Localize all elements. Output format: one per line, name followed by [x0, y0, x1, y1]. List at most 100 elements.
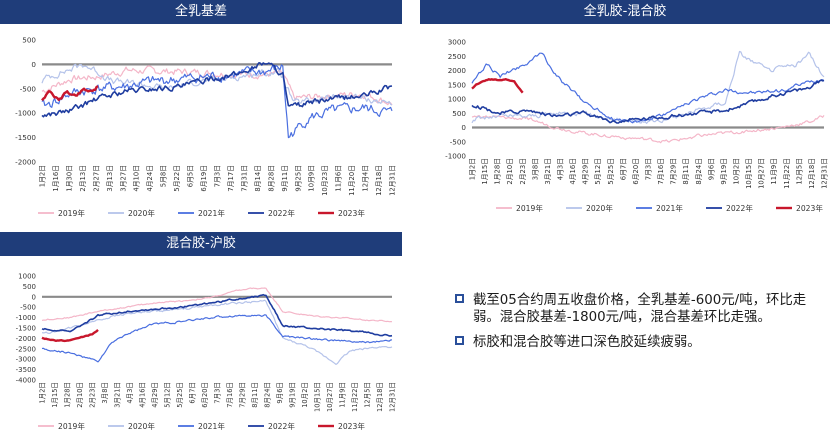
legend-label: 2020年 — [128, 421, 155, 431]
x-tick-label: 12月18日 — [376, 382, 384, 412]
series-line-2022年 — [41, 62, 393, 118]
x-tick-label: 11月6日 — [335, 165, 343, 192]
x-tick-label: 5月25日 — [176, 382, 184, 408]
x-tick-label: 2月23日 — [89, 382, 97, 408]
y-tick-label: 0 — [31, 60, 36, 69]
legend-label: 2022年 — [268, 208, 295, 218]
x-tick-label: 8月24日 — [264, 382, 272, 408]
x-tick-label: 8月24日 — [695, 158, 703, 185]
chart-title: 全乳胶-混合胶 — [420, 0, 830, 24]
x-tick-label: 11月22日 — [351, 382, 359, 412]
x-tick-label: 4月10日 — [133, 165, 141, 192]
x-tick-label: 2月10日 — [506, 158, 514, 185]
x-tick-label: 6月20日 — [201, 382, 209, 408]
legend-label: 2021年 — [198, 421, 225, 431]
x-tick-label: 4月3日 — [126, 382, 134, 404]
legend-label: 2022年 — [726, 203, 753, 213]
legend-label: 2019年 — [516, 203, 543, 213]
legend-label: 2023年 — [338, 421, 365, 431]
x-tick-label: 2月23日 — [519, 158, 527, 185]
y-tick-label: -2500 — [16, 345, 36, 353]
y-tick-label: 2000 — [448, 66, 467, 75]
chart-panel-quanru-basis: 全乳基差 500 0 -500 -1000 -1500 -2000 1月2日 1月16日 1月3… — [0, 0, 402, 228]
x-tick-label: 1月28日 — [494, 158, 502, 185]
x-tick-label: 1月15日 — [51, 382, 59, 408]
series-line-2021年 — [471, 52, 825, 124]
x-tick-label: 10月15日 — [745, 158, 753, 189]
x-tick-label: 8月11日 — [251, 382, 259, 408]
x-tick-label: 8月11日 — [682, 158, 690, 185]
x-tick-label: 11月9日 — [770, 158, 778, 185]
x-tick-label: 7月29日 — [239, 382, 247, 408]
y-tick-label: 3000 — [448, 38, 467, 47]
series-line-2019年 — [471, 114, 825, 144]
x-tick-label: 4月3日 — [557, 158, 565, 180]
x-tick-label: 8月14日 — [254, 165, 262, 192]
y-tick-label: 1500 — [448, 80, 467, 89]
x-tick-label: 5月25日 — [607, 158, 615, 185]
y-tick-label: 500 — [452, 109, 466, 118]
x-tick-label: 1月2日 — [39, 382, 47, 404]
square-bullet-icon — [455, 294, 464, 303]
x-tick-label: 6月7日 — [619, 158, 627, 180]
x-tick-label: 8月28日 — [267, 165, 275, 192]
note-text: 截至05合约周五收盘价格，全乳基差-600元/吨，环比走弱。混合胶基差-1800… — [473, 293, 807, 325]
x-tick-label: 10月2日 — [301, 382, 309, 408]
x-tick-label: 7月29日 — [670, 158, 678, 185]
legend-label: 2023年 — [796, 203, 823, 213]
y-tick-label: -4000 — [16, 377, 36, 385]
x-tick-label: 7月16日 — [657, 158, 665, 185]
y-tick-label: 1000 — [18, 273, 36, 281]
x-tick-label: 9月11日 — [281, 165, 289, 192]
commentary: 截至05合约周五收盘价格，全乳基差-600元/吨，环比走弱。混合胶基差-1800… — [455, 292, 827, 359]
x-tick-label: 2月10日 — [76, 382, 84, 408]
x-tick-label: 3月13日 — [106, 165, 114, 192]
y-tick-label: 500 — [22, 36, 36, 45]
x-tick-label: 12月5日 — [795, 158, 803, 185]
x-tick-label: 5月12日 — [594, 158, 602, 185]
x-tick-label: 9月6日 — [707, 158, 715, 180]
x-tick-label: 4月29日 — [151, 382, 159, 408]
x-tick-label: 12月4日 — [362, 165, 370, 192]
note-item: 标胶和混合胶等进口深色胶延续疲弱。 — [455, 334, 827, 351]
legend-label: 2019年 — [58, 208, 85, 218]
y-tick-label: -3500 — [16, 366, 36, 374]
x-tick-label: 3月8日 — [101, 382, 109, 404]
x-tick-label: 2月27日 — [92, 165, 100, 192]
series-line-2021年 — [41, 314, 393, 363]
y-tick-label: -3000 — [16, 356, 36, 364]
chart-panel-hunhe-minus-hujiao: 混合胶-沪胶 1000 500 0 -500 -1000 -1500 -2000 -2500 -… — [0, 232, 402, 432]
x-tick-label: 6月5日 — [187, 165, 195, 187]
x-tick-label: 2月13日 — [79, 165, 87, 192]
x-tick-label: 12月31日 — [821, 158, 829, 189]
series-line-2022年 — [471, 79, 825, 124]
x-tick-label: 3月21日 — [114, 382, 122, 408]
note-item: 截至05合约周五收盘价格，全乳基差-600元/吨，环比走弱。混合胶基差-1800… — [455, 292, 827, 326]
chart-panel-quanru-minus-hunhe: 全乳胶-混合胶 3000 2500 2000 1500 1000 500 0 -500 -100… — [420, 0, 830, 228]
y-tick-label: -1500 — [15, 133, 36, 142]
y-tick-label: 1000 — [448, 95, 467, 104]
chart-title: 全乳基差 — [0, 0, 402, 24]
x-tick-label: 1月28日 — [64, 382, 72, 408]
series-line-2023年 — [41, 329, 99, 343]
y-tick-label: -2000 — [16, 335, 36, 343]
legend-label: 2020年 — [128, 208, 155, 218]
x-tick-label: 12月5日 — [364, 382, 372, 408]
x-tick-label: 5月8日 — [160, 165, 168, 187]
chart-title: 混合胶-沪胶 — [0, 232, 402, 256]
series-line-2023年 — [471, 78, 524, 94]
square-bullet-icon — [455, 336, 464, 345]
legend-label: 2019年 — [58, 421, 85, 431]
x-tick-label: 7月3日 — [645, 158, 653, 180]
legend-label: 2021年 — [198, 208, 225, 218]
y-tick-label: -500 — [20, 84, 37, 93]
x-tick-label: 3月8日 — [531, 158, 539, 180]
y-tick-label: -1000 — [16, 314, 36, 322]
series-line-2020年 — [41, 299, 393, 365]
x-tick-label: 6月19日 — [200, 165, 208, 192]
x-tick-label: 1月2日 — [39, 165, 47, 187]
legend-label: 2021年 — [656, 203, 683, 213]
series-line-2022年 — [41, 293, 393, 337]
x-tick-label: 12月18日 — [808, 158, 816, 189]
